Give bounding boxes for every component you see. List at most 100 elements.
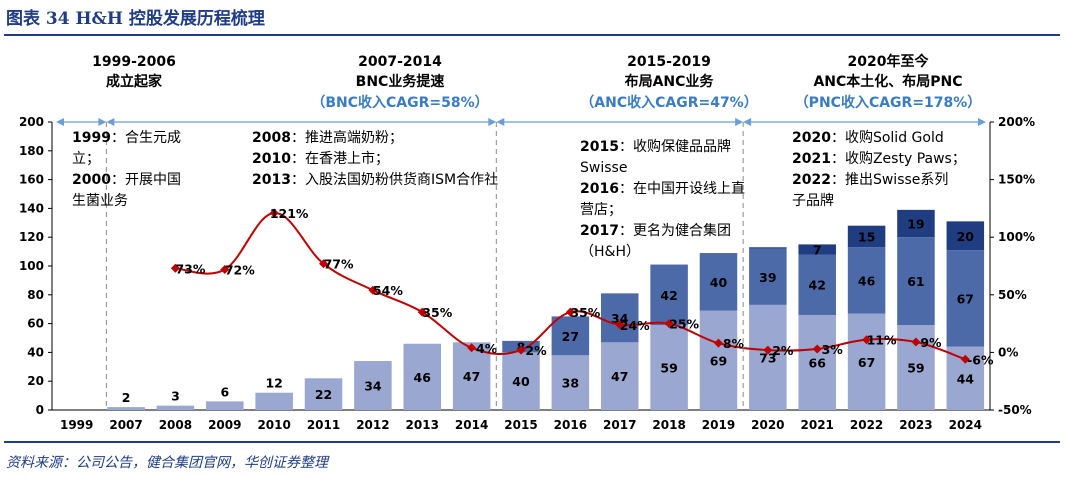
growth-point: [516, 345, 526, 355]
x-tick-label: 2020: [751, 418, 784, 432]
milestone-line: 2008：推进高端奶粉；: [252, 129, 403, 146]
milestone-year: 1999: [72, 130, 111, 146]
x-tick-label: 2012: [356, 418, 389, 432]
milestone-line: Swisse: [580, 160, 627, 176]
bar-segment: [502, 352, 540, 410]
bar-segment: [551, 355, 590, 410]
milestone-text: ：开展中国: [111, 172, 181, 188]
milestone-line: 2010：在香港上市；: [252, 150, 389, 167]
growth-label: 2%: [525, 343, 547, 358]
chart-canvas: 0 20 40 60 80 100 120 140 160 180 200 -50% 0% 50% 100%…: [19, 53, 1035, 432]
x-tick-label: 2019: [702, 418, 735, 432]
x-tick-label: 2018: [652, 418, 685, 432]
growth-label: 25%: [669, 317, 699, 332]
y-left-tick-label: 140: [19, 201, 44, 215]
growth-label: 9%: [920, 335, 942, 350]
milestone-year: 2020: [792, 130, 831, 146]
growth-label: 4%: [476, 341, 498, 356]
x-tick-label: 2007: [109, 418, 142, 432]
growth-label: -6%: [967, 352, 994, 367]
bar-value-label: 19: [907, 217, 924, 232]
y-left-tick-label: 120: [19, 230, 44, 244]
bar-segment: [847, 225, 886, 248]
bar-value-label: 44: [957, 371, 975, 386]
bar-segment: [946, 221, 985, 251]
bar-value-label: 2: [122, 390, 131, 405]
bar-value-label: 34: [364, 379, 382, 394]
milestone-text: ：收购Solid Gold: [831, 130, 944, 146]
milestone-line: 生菌业务: [72, 193, 128, 209]
bar-segment: [304, 378, 343, 410]
milestone-line: 2015：收购保健品品牌: [580, 138, 731, 155]
bar-segment: [403, 343, 442, 410]
phase-arrowhead-left: [106, 118, 115, 126]
milestone-text: （H&H）: [580, 244, 640, 260]
phase-period: 2007-2014: [358, 54, 442, 70]
bar-segment: [107, 407, 145, 410]
bar-segment: [206, 401, 244, 410]
bar-value-label: 15: [858, 229, 875, 244]
growth-point: [615, 320, 625, 330]
bar-value-label: 12: [265, 376, 282, 391]
bar-value-label: 46: [858, 273, 876, 288]
x-tick-label: 2010: [257, 418, 290, 432]
milestone-line: 2000：开展中国: [72, 172, 181, 188]
growth-point: [862, 335, 872, 345]
phase-cagr: （PNC收入CAGR=178%）: [795, 94, 982, 111]
bar-value-label: 47: [611, 369, 628, 384]
milestone-text: 子品牌: [792, 192, 834, 209]
milestone-text: Swisse: [580, 160, 627, 176]
growth-label: 3%: [822, 342, 844, 357]
milestone-line: 子品牌: [792, 192, 834, 209]
phase-arrowhead-left: [743, 118, 752, 126]
x-tick-label: 2008: [159, 418, 192, 432]
bar-segment: [600, 342, 639, 410]
bar-value-label: 67: [957, 291, 974, 306]
chart-title: 图表 34 H&H 控股发展历程梳理: [6, 9, 265, 29]
bar-value-label: 40: [710, 275, 728, 290]
y-left-tick-label: 160: [19, 173, 44, 187]
bar-segment: [749, 304, 787, 410]
x-tick-label: 2022: [850, 418, 883, 432]
header-rule: [4, 34, 1060, 36]
bar-value-label: 42: [660, 288, 677, 303]
growth-point: [664, 319, 674, 329]
phase-period: 2020年至今: [848, 53, 929, 70]
y-right-tick-label: 200%: [998, 115, 1035, 129]
bar-segment: [749, 247, 787, 249]
bar-segment: [650, 325, 688, 410]
growth-label: 35%: [422, 305, 452, 320]
growth-label: 8%: [723, 336, 745, 351]
bar-value-label: 40: [512, 374, 530, 389]
milestone-year: 2010: [252, 151, 291, 167]
bar-value-label: 42: [809, 278, 826, 293]
growth-point: [417, 307, 427, 317]
milestone-line: 营店；: [580, 202, 622, 218]
y-right-tick-label: 150%: [998, 173, 1035, 187]
bar-value-label: 20: [957, 229, 975, 244]
milestone-text: ：推进高端奶粉；: [291, 129, 403, 146]
milestone-text: ：在中国开设线上直: [619, 180, 745, 197]
milestone-line: 2022：推出Swisse系列: [792, 172, 948, 188]
bar-value-label: 59: [907, 361, 924, 376]
bar-value-label: 38: [562, 376, 579, 391]
y-right-tick-label: 0%: [998, 345, 1018, 359]
milestone-line: （H&H）: [580, 244, 640, 260]
x-tick-label: 2024: [949, 418, 982, 432]
bar-segment: [699, 310, 738, 410]
milestone-line: 2013：入股法国奶粉供货商ISM合作社: [252, 171, 498, 188]
phase-cagr: （ANC收入CAGR=47%）: [580, 94, 757, 111]
milestone-year: 2000: [72, 172, 111, 188]
milestone-year: 2016: [580, 181, 619, 197]
y-left-tick-label: 200: [19, 115, 44, 129]
bar-segment: [897, 209, 935, 238]
bar-segment: [255, 392, 293, 410]
phase-label: BNC业务提速: [356, 73, 445, 90]
bar-value-label: 22: [315, 387, 332, 402]
bar-value-label: 73: [759, 350, 776, 365]
milestone-text: ：入股法国奶粉供货商ISM合作社: [291, 171, 498, 188]
x-tick-label: 2009: [208, 418, 241, 432]
phase-label: 成立起家: [106, 73, 163, 90]
growth-point: [812, 344, 822, 354]
phase-cagr: （BNC收入CAGR=58%）: [311, 94, 488, 111]
